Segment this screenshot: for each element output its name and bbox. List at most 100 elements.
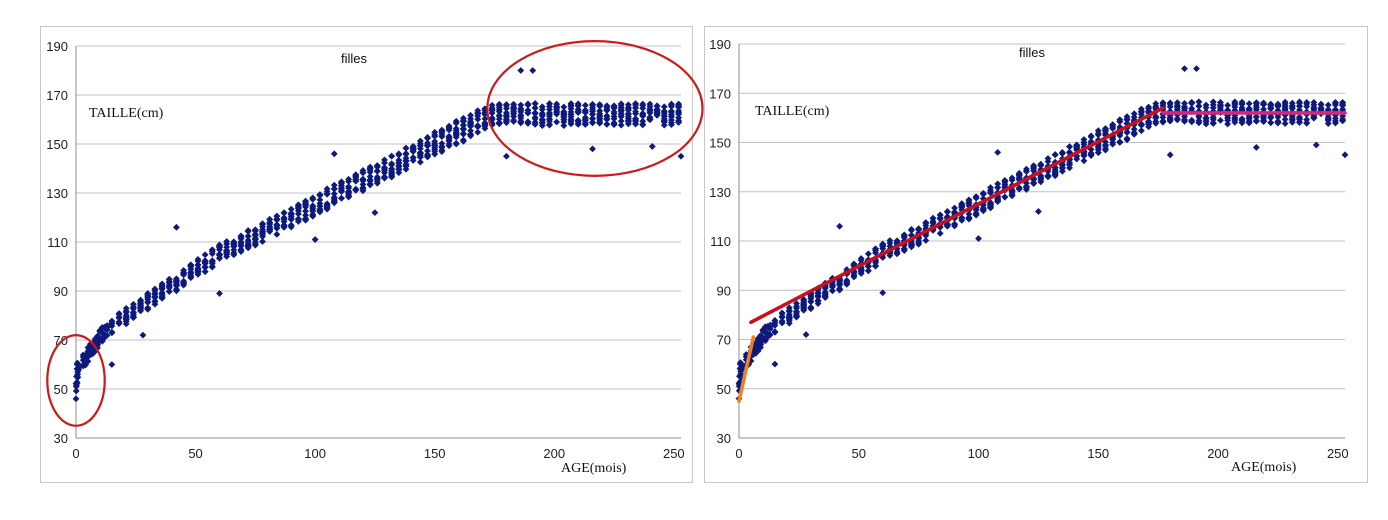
data-point	[994, 184, 1002, 192]
data-point	[603, 121, 611, 128]
data-point	[872, 249, 879, 257]
data-point	[373, 167, 381, 175]
y-tick-label: 190	[709, 37, 731, 52]
data-point	[900, 247, 908, 255]
data-point	[936, 211, 944, 219]
data-point	[424, 147, 431, 155]
data-point	[122, 313, 130, 321]
data-point	[194, 270, 202, 278]
x-tick-label: 0	[735, 446, 742, 461]
data-point	[675, 107, 683, 115]
data-point	[402, 162, 410, 170]
data-point	[531, 100, 539, 107]
data-point	[1159, 117, 1167, 125]
data-point	[287, 223, 295, 231]
data-point	[273, 216, 281, 224]
y-tick-label: 150	[709, 136, 731, 151]
data-point	[402, 144, 410, 152]
data-point	[646, 105, 654, 113]
data-point	[144, 294, 152, 302]
data-point	[409, 143, 417, 151]
data-point	[943, 208, 951, 216]
data-point	[922, 219, 930, 226]
data-point	[737, 373, 745, 381]
fit-line-childhood	[749, 106, 1165, 325]
data-point	[560, 108, 568, 116]
data-point	[785, 312, 793, 320]
data-point	[958, 200, 966, 208]
data-point	[251, 230, 259, 238]
data-point	[503, 116, 510, 123]
data-point	[139, 331, 147, 339]
data-point	[1181, 116, 1188, 123]
data-point	[567, 113, 575, 121]
x-tick-label: 50	[188, 446, 202, 461]
data-point	[101, 333, 109, 341]
data-point	[1080, 136, 1088, 143]
data-point	[738, 366, 746, 373]
data-point	[965, 196, 973, 204]
data-point	[538, 117, 546, 124]
data-point	[979, 207, 987, 215]
data-point	[459, 130, 467, 137]
data-point	[675, 103, 683, 111]
data-point	[864, 262, 872, 270]
data-point	[416, 137, 424, 145]
data-point	[237, 235, 245, 242]
data-point	[987, 184, 994, 191]
data-point	[74, 373, 82, 381]
highlight-ellipse	[46, 333, 106, 427]
data-point	[660, 103, 668, 111]
data-point	[800, 306, 808, 314]
data-point	[546, 100, 553, 108]
data-point	[538, 106, 546, 113]
data-point	[922, 237, 930, 244]
data-point	[771, 319, 779, 326]
data-point	[632, 110, 639, 118]
data-point	[872, 259, 879, 267]
data-point	[778, 318, 786, 325]
data-point	[1044, 172, 1052, 180]
data-point	[201, 258, 209, 266]
data-point	[574, 118, 582, 126]
y-tick-label: 150	[46, 137, 68, 152]
data-point	[1123, 115, 1131, 123]
data-point	[560, 122, 568, 130]
data-point	[1130, 110, 1138, 118]
data-point	[1188, 98, 1196, 106]
data-point	[1094, 131, 1102, 139]
data-point	[581, 115, 589, 123]
data-point	[115, 318, 123, 326]
data-point	[617, 111, 625, 119]
data-point	[517, 112, 525, 120]
y-tick-label: 50	[717, 382, 731, 397]
data-point	[388, 173, 396, 181]
data-point	[72, 395, 80, 403]
x-tick-label: 250	[663, 446, 685, 461]
data-point	[660, 112, 668, 120]
data-point	[1260, 101, 1267, 108]
data-point	[807, 297, 815, 305]
data-point	[488, 101, 496, 109]
x-tick-label: 100	[304, 446, 326, 461]
data-point	[259, 231, 266, 239]
data-point	[807, 293, 815, 301]
data-point	[1332, 114, 1339, 122]
data-point	[814, 290, 822, 297]
data-point	[311, 236, 319, 243]
data-point	[338, 188, 345, 195]
y-tick-label: 170	[46, 88, 68, 103]
data-point	[316, 208, 324, 216]
data-point	[445, 125, 453, 132]
data-point	[639, 104, 647, 112]
data-point	[1224, 101, 1232, 109]
data-point	[538, 112, 546, 120]
data-point	[371, 209, 379, 216]
y-tick-label: 110	[47, 235, 68, 250]
data-point	[287, 210, 295, 217]
data-point	[323, 190, 331, 198]
